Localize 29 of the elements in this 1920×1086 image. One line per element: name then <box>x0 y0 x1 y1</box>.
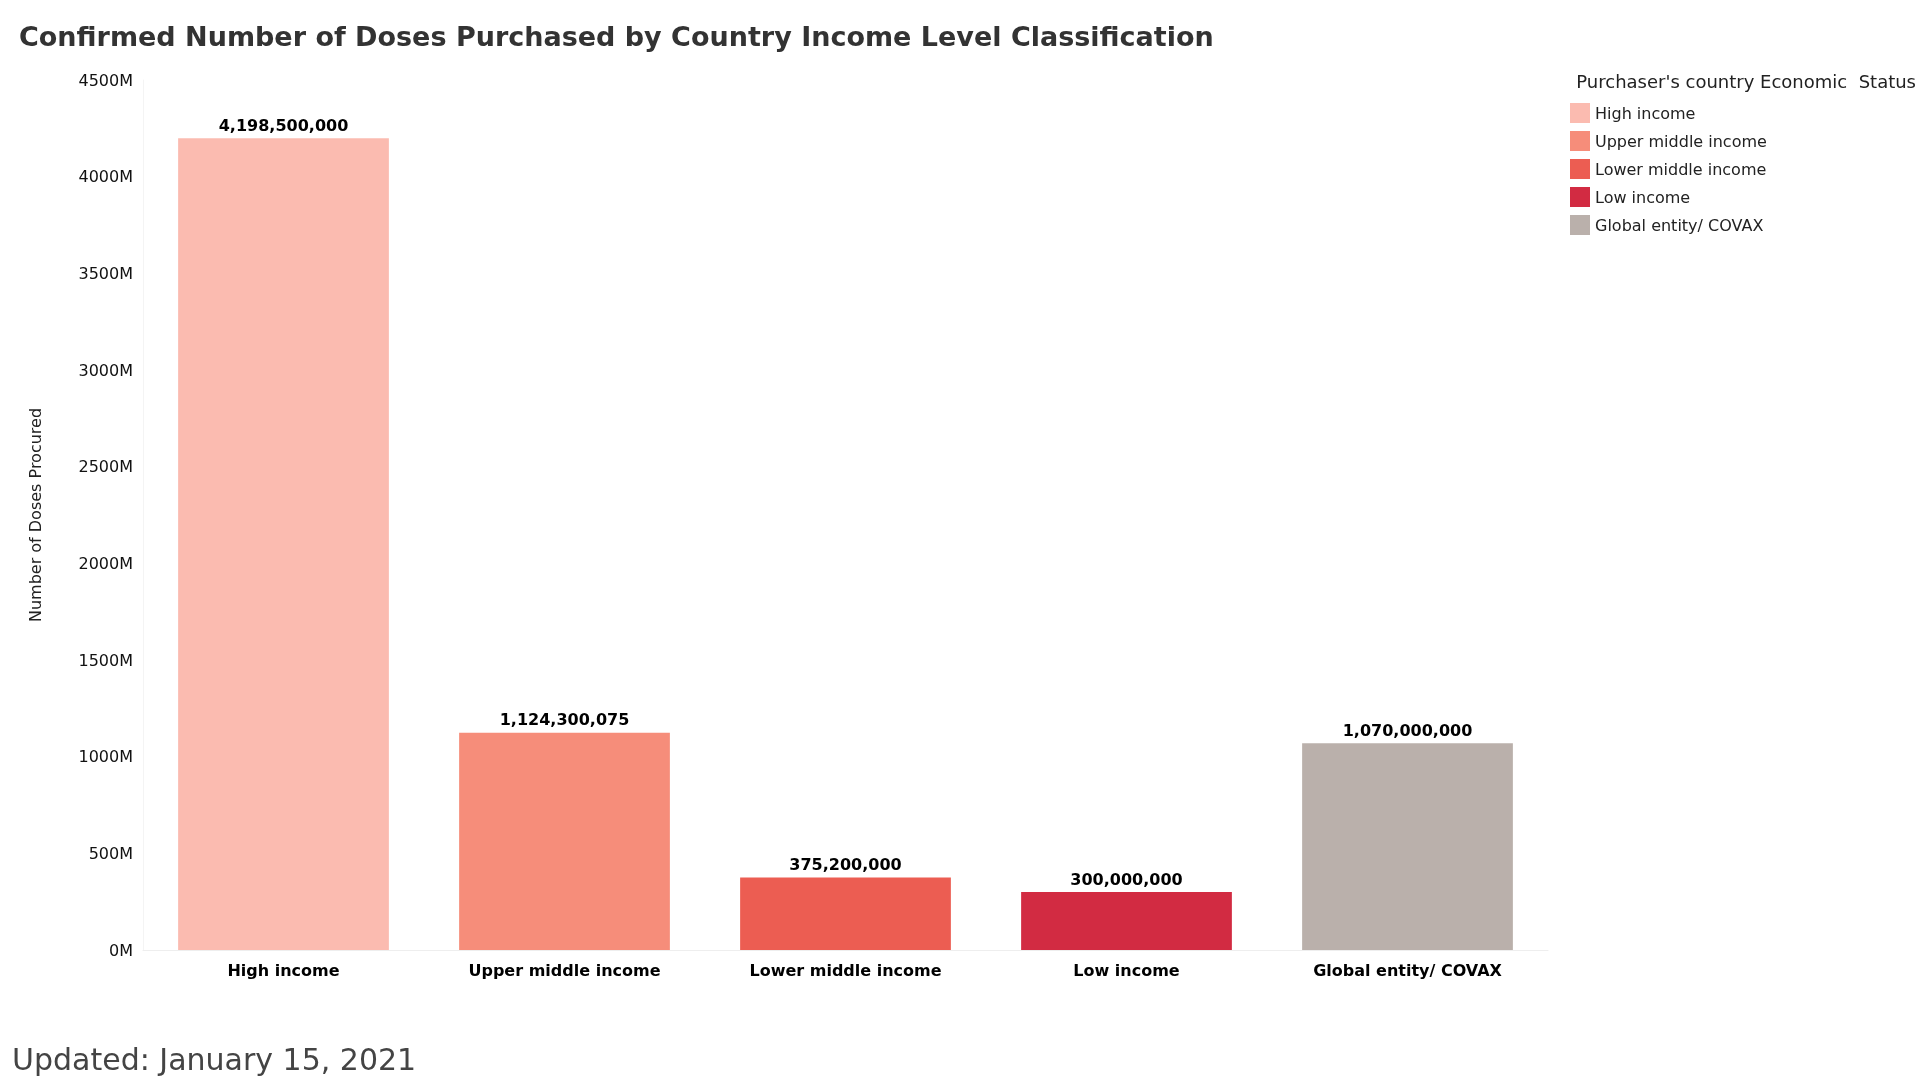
x-tick-label: High income <box>227 960 340 980</box>
legend-label: Global entity/ COVAX <box>1595 215 1764 235</box>
y-tick-label: 3000M <box>78 360 133 380</box>
text: Updated: January 15, 2021 <box>12 1041 417 1077</box>
y-tick-label: 2500M <box>78 457 133 477</box>
data-label: 375,200,000 <box>789 854 902 874</box>
data-label: 300,000,000 <box>1070 869 1183 889</box>
y-tick-label: 3500M <box>78 263 133 283</box>
legend-label: Upper middle income <box>1595 131 1767 151</box>
legend-label: High income <box>1595 103 1696 123</box>
data-label: 4,198,500,000 <box>218 115 349 135</box>
y-tick-label: 1500M <box>78 650 133 670</box>
y-tick-label: 1000M <box>78 747 133 767</box>
data-label: 1,124,300,075 <box>499 710 630 730</box>
y-tick-label: 4500M <box>78 70 133 90</box>
y-axis-title: Number of Doses Procured <box>25 407 45 623</box>
chart-title: Confirmed Number of Doses Purchased by Country Income Level Classification <box>19 21 1214 52</box>
data-label: 1,070,000,000 <box>1342 720 1473 740</box>
x-tick-label: Upper middle income <box>468 960 661 980</box>
x-tick-label: Low income <box>1073 960 1180 980</box>
y-tick-label: 4000M <box>78 167 133 187</box>
legend-label: Low income <box>1595 187 1691 207</box>
y-tick-label: 2000M <box>78 553 133 573</box>
legend-title: Purchaser's country Economic Status <box>1576 70 1917 92</box>
legend-label: Lower middle income <box>1595 159 1767 179</box>
y-tick-label: 0M <box>109 940 133 960</box>
x-tick-label: Lower middle income <box>749 960 942 980</box>
y-tick-label: 500M <box>88 843 133 863</box>
x-tick-label: Global entity/ COVAX <box>1313 960 1503 980</box>
